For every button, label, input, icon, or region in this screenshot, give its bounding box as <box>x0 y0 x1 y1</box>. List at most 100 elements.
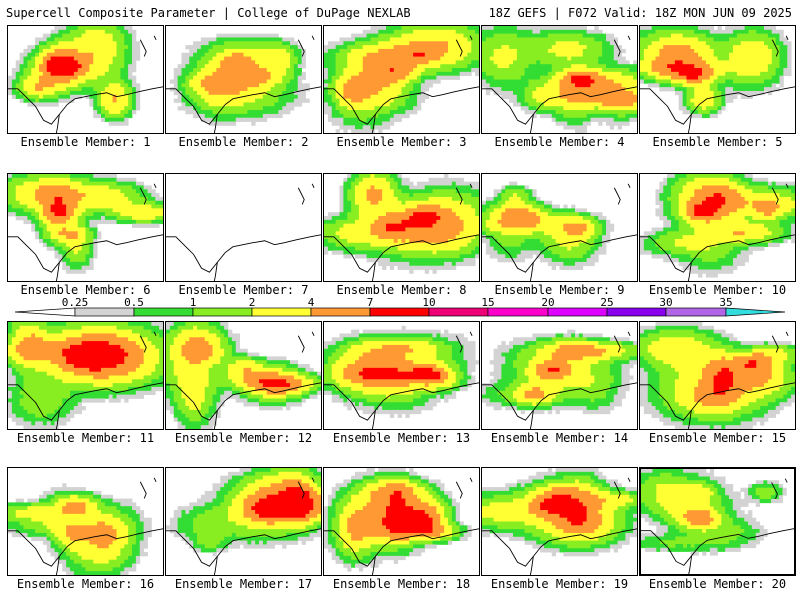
scp-contour-cell <box>682 102 687 107</box>
scp-contour-cell <box>671 83 676 88</box>
scp-contour-cell <box>401 52 406 57</box>
scp-contour-cell <box>339 48 344 54</box>
scp-contour-cell <box>613 87 619 92</box>
scp-contour-cell <box>128 189 133 194</box>
scp-contour-cell <box>598 110 603 115</box>
scp-contour-cell <box>629 106 634 111</box>
ensemble-member-panel[interactable] <box>639 25 796 134</box>
scp-contour-cell <box>594 29 599 35</box>
scp-contour-cell <box>705 48 711 54</box>
scp-contour-cell <box>702 29 707 35</box>
scp-contour-cell <box>327 223 333 228</box>
scp-contour-cell <box>185 87 190 92</box>
scp-contour-cell <box>93 227 98 232</box>
scp-contour-cell <box>586 83 591 88</box>
scp-contour-cell <box>694 52 699 57</box>
scp-contour-cell <box>135 200 141 205</box>
ensemble-member-panel[interactable] <box>165 173 322 282</box>
scp-contour-cell <box>485 48 491 54</box>
scp-contour-cell <box>282 75 287 80</box>
scp-contour-cell <box>355 60 360 65</box>
ensemble-member-panel[interactable] <box>7 25 164 134</box>
scp-contour-cell <box>120 177 125 183</box>
scp-contour-cell <box>66 231 71 236</box>
scp-contour-cell <box>428 48 433 54</box>
scp-contour-cell <box>355 75 360 80</box>
scp-contour-cell <box>617 117 622 122</box>
scp-contour-cell <box>46 94 52 99</box>
scp-contour-cell <box>397 110 402 115</box>
scp-contour-cell <box>444 26 449 31</box>
scp-contour-cell <box>262 83 268 88</box>
scp-contour-cell <box>393 68 399 73</box>
scp-contour-cell <box>678 52 684 57</box>
scp-contour-cell <box>339 98 344 103</box>
scp-contour-cell <box>247 56 252 61</box>
scp-contour-cell <box>282 52 287 57</box>
scp-contour-cell <box>736 37 742 42</box>
scp-contour-cell <box>528 87 533 92</box>
scp-contour-cell <box>440 216 445 221</box>
scp-contour-cell <box>351 174 356 179</box>
scp-contour-cell <box>297 94 303 99</box>
scp-contour-cell <box>598 94 603 99</box>
scp-contour-cell <box>124 102 129 107</box>
scp-contour-cell <box>475 196 479 202</box>
scp-contour-cell <box>42 204 48 209</box>
scp-contour-cell <box>678 83 684 88</box>
scp-contour-cell <box>551 45 557 50</box>
scp-contour-cell <box>417 94 422 99</box>
ensemble-member-panel[interactable] <box>7 173 164 282</box>
scp-contour-cell <box>382 83 387 88</box>
scp-contour-cell <box>104 117 110 122</box>
scp-contour-cell <box>671 52 676 57</box>
scp-contour-cell <box>35 212 40 217</box>
scp-contour-cell <box>547 110 553 115</box>
scp-contour-cell <box>625 83 630 88</box>
scp-contour-cell <box>185 94 190 99</box>
ensemble-member-panel[interactable] <box>323 173 480 282</box>
scp-contour-cell <box>189 79 194 84</box>
scp-contour-cell <box>362 98 368 103</box>
scp-contour-cell <box>698 48 703 54</box>
ensemble-member-panel[interactable] <box>165 25 322 134</box>
scp-contour-cell <box>228 45 233 50</box>
scp-contour-cell <box>339 102 344 107</box>
scp-contour-cell <box>705 41 711 46</box>
scp-contour-cell <box>62 71 67 77</box>
scp-contour-cell <box>386 181 391 186</box>
scp-contour-cell <box>31 60 36 65</box>
scp-contour-cell <box>544 102 549 107</box>
scp-contour-cell <box>374 75 379 80</box>
scp-contour-cell <box>551 102 557 107</box>
scp-contour-cell <box>713 64 718 69</box>
scp-contour-cell <box>455 33 461 38</box>
scp-contour-cell <box>659 64 664 69</box>
scp-contour-cell <box>374 71 379 77</box>
lake-outline <box>455 39 463 57</box>
scp-contour-cell <box>432 212 437 217</box>
scp-contour-cell <box>324 60 329 65</box>
scp-contour-cell <box>35 196 40 202</box>
scp-contour-cell <box>748 56 753 61</box>
scp-contour-cell <box>463 45 468 50</box>
scp-contour-cell <box>625 60 630 65</box>
scp-contour-cell <box>655 26 660 31</box>
scp-contour-cell <box>609 64 615 69</box>
scp-contour-cell <box>694 48 699 54</box>
scp-contour-cell <box>362 121 368 126</box>
scp-contour-cell <box>413 193 418 198</box>
scp-contour-cell <box>544 26 549 31</box>
scp-contour-cell <box>509 90 514 96</box>
scp-contour-cell <box>760 60 765 65</box>
scp-contour-cell <box>386 102 391 107</box>
coastline-border-line <box>391 86 479 100</box>
scp-contour-cell <box>586 56 591 61</box>
ensemble-member-panel[interactable] <box>323 25 480 134</box>
scp-contour-cell <box>70 204 75 209</box>
ensemble-member-panel[interactable] <box>481 25 638 134</box>
scp-contour-cell <box>702 48 707 54</box>
scp-contour-cell <box>602 113 607 119</box>
scp-contour-cell <box>231 75 237 80</box>
scp-contour-cell <box>286 37 291 42</box>
